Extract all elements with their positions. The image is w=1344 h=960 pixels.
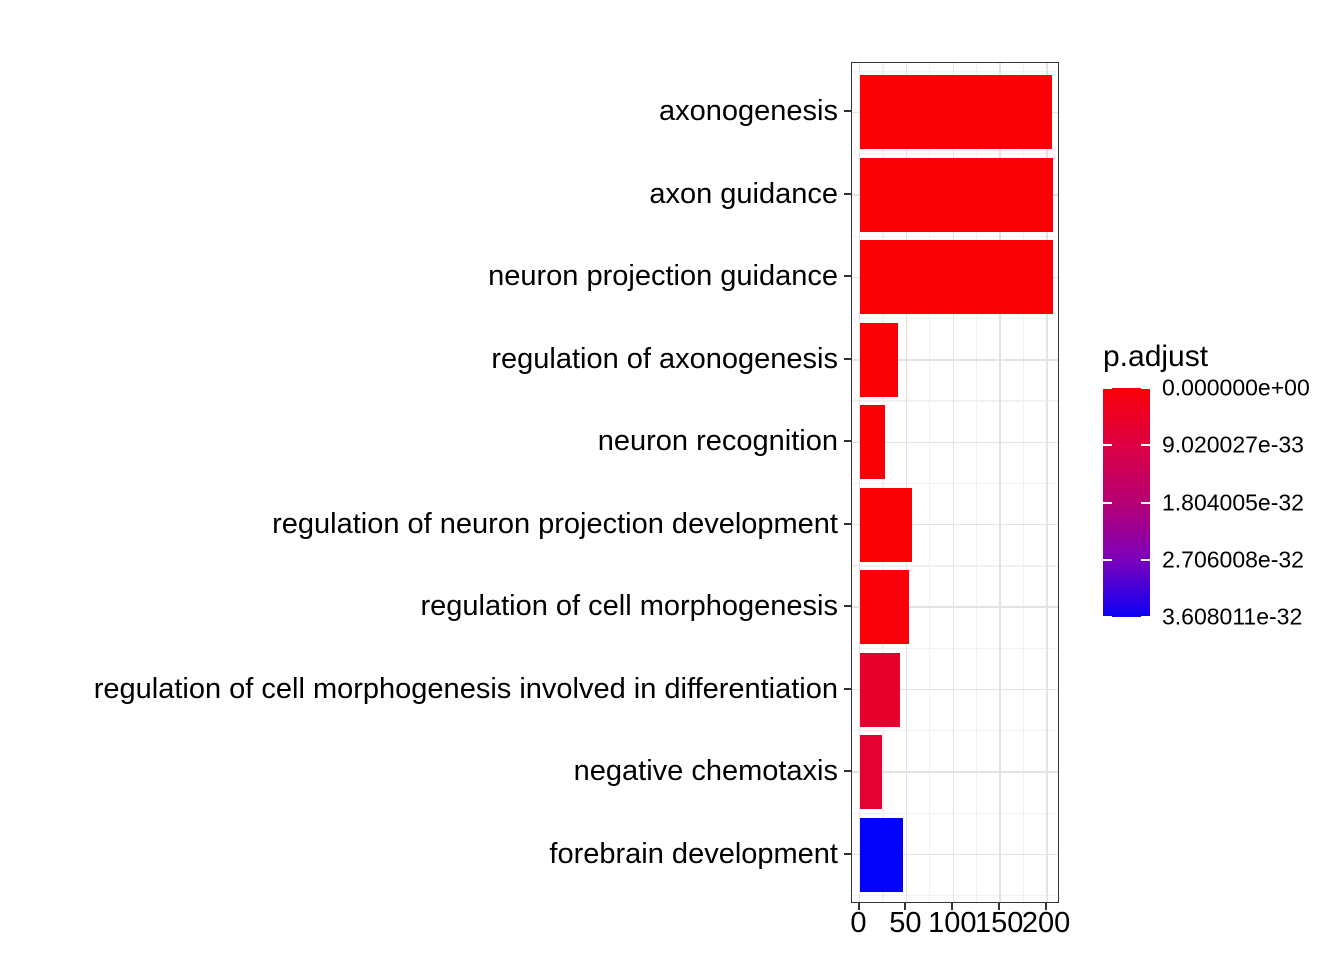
legend-tick-label: 9.020027e-33 xyxy=(1162,431,1304,458)
x-axis-tick-label: 150 xyxy=(974,907,1024,939)
x-axis-tick xyxy=(998,903,1001,910)
bar xyxy=(859,570,910,645)
gridline-major-y xyxy=(852,359,1058,361)
gridline-minor-x xyxy=(929,63,931,902)
gridline-major-x xyxy=(999,63,1001,902)
gridline-major-y xyxy=(852,771,1058,773)
gridline-minor-y xyxy=(852,565,1058,567)
legend-tick xyxy=(1103,616,1112,617)
bar xyxy=(859,652,900,727)
legend-tick xyxy=(1141,558,1150,561)
legend-tick-label: 3.608011e-32 xyxy=(1162,603,1303,630)
x-axis-tick xyxy=(951,903,954,910)
legend-tick xyxy=(1141,501,1150,504)
x-axis-tick-label: 100 xyxy=(928,907,977,939)
bar xyxy=(859,75,1052,150)
x-axis-tick-label: 200 xyxy=(1021,907,1071,939)
gridline-major-y xyxy=(852,523,1058,526)
gridline-minor-x xyxy=(976,63,978,902)
gridline-minor-y xyxy=(852,482,1058,485)
gridline-minor-x xyxy=(1023,63,1025,902)
y-axis-label: axonogenesis xyxy=(659,95,838,128)
legend-tick xyxy=(1103,501,1112,504)
bar xyxy=(859,240,1053,315)
y-axis-tick xyxy=(844,605,851,608)
legend-tick xyxy=(1103,388,1112,389)
y-axis-tick xyxy=(844,852,851,855)
y-axis-label: regulation of cell morphogenesis involve… xyxy=(93,672,838,705)
gridline-major-x xyxy=(952,63,955,902)
gridline-minor-y xyxy=(852,317,1058,320)
y-axis-tick xyxy=(844,192,851,195)
y-axis-label: regulation of cell morphogenesis xyxy=(420,590,838,623)
gridline-minor-y xyxy=(852,812,1058,814)
gridline-major-x xyxy=(858,63,861,902)
plot-panel xyxy=(851,62,1059,903)
gridline-major-y xyxy=(852,606,1058,608)
gridline-minor-y xyxy=(852,235,1058,237)
y-axis-tick xyxy=(844,522,851,525)
gridline-major-x xyxy=(905,63,908,902)
y-axis-tick xyxy=(844,440,851,443)
legend-tick-label: 1.804005e-32 xyxy=(1162,489,1304,515)
y-axis-tick xyxy=(844,110,851,113)
gridline-minor-y xyxy=(852,730,1058,732)
legend-tick-label: 0.000000e+00 xyxy=(1162,374,1310,401)
bar xyxy=(859,405,885,480)
bar xyxy=(859,735,882,810)
gridline-major-x xyxy=(1046,63,1048,902)
x-axis-tick xyxy=(904,903,907,910)
y-axis-tick xyxy=(844,275,851,278)
legend-tick xyxy=(1103,444,1112,447)
gridline-minor-y xyxy=(852,895,1058,897)
bar xyxy=(859,157,1053,232)
gridline-minor-y xyxy=(852,153,1058,155)
legend-tick xyxy=(1141,444,1150,447)
y-axis-label: negative chemotaxis xyxy=(573,755,838,788)
y-axis-label: neuron recognition xyxy=(597,425,838,458)
bar xyxy=(859,487,913,562)
gridline-major-y xyxy=(852,688,1058,691)
legend-tick xyxy=(1103,558,1112,561)
legend-gradient-bar xyxy=(1103,388,1150,617)
y-axis-label: forebrain development xyxy=(549,837,838,870)
x-axis-tick xyxy=(1045,903,1048,910)
gridline-minor-x xyxy=(882,63,884,902)
y-axis-label: neuron projection guidance xyxy=(488,260,838,293)
bar xyxy=(859,322,898,397)
gridline-major-y xyxy=(852,441,1058,444)
x-axis-tick-label: 0 xyxy=(850,907,867,939)
x-axis-tick xyxy=(857,903,860,910)
y-axis-label: regulation of neuron projection developm… xyxy=(272,507,838,540)
gridline-minor-y xyxy=(852,70,1058,72)
legend-tick xyxy=(1141,616,1150,617)
x-axis-tick-label: 50 xyxy=(889,907,922,939)
gridline-minor-y xyxy=(852,647,1058,649)
gridline-major-y xyxy=(852,853,1058,856)
y-axis-tick xyxy=(844,357,851,360)
bar xyxy=(859,817,903,892)
y-axis-tick xyxy=(844,687,851,690)
legend-tick xyxy=(1141,388,1150,389)
y-axis-tick xyxy=(844,770,851,773)
y-axis-label: regulation of axonogenesis xyxy=(491,342,838,375)
gridline-minor-y xyxy=(852,400,1058,402)
y-axis-label: axon guidance xyxy=(649,177,838,210)
legend-title: p.adjust xyxy=(1103,340,1209,373)
legend-tick-label: 2.706008e-32 xyxy=(1162,546,1304,573)
